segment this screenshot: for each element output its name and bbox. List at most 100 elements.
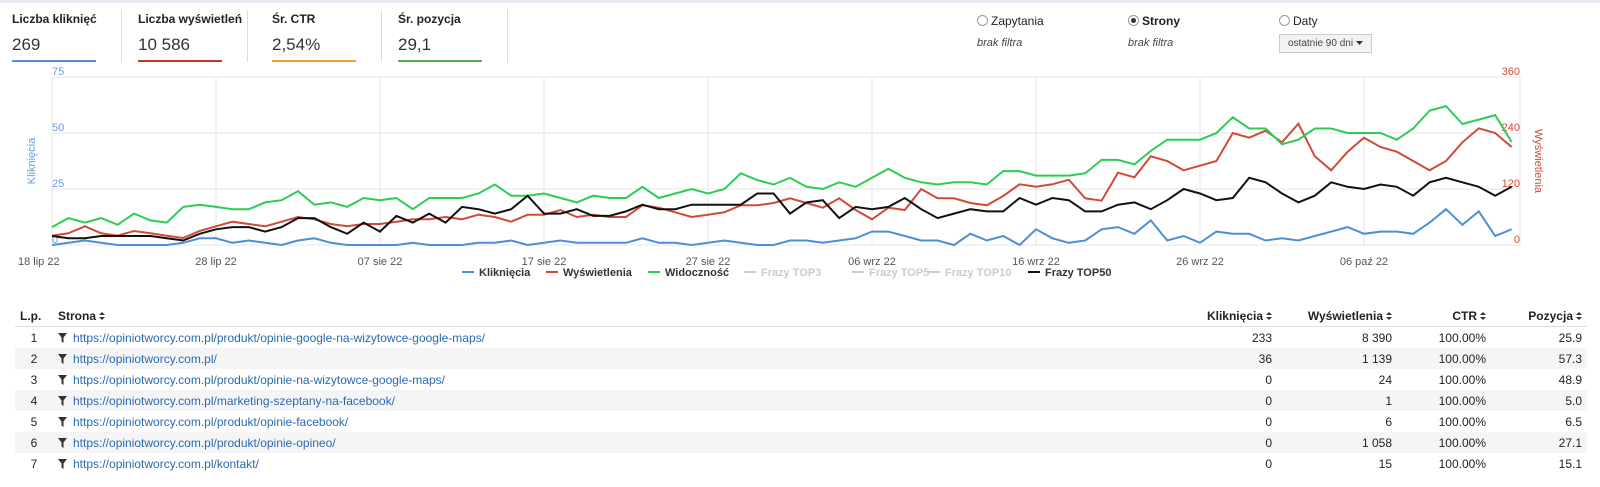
y2-tick-label: 360	[1502, 66, 1520, 78]
cell: 2	[15, 348, 53, 369]
y-tick-label: 0	[52, 234, 58, 246]
x-tick-label: 06 wrz 22	[848, 256, 896, 268]
cell-text: 233	[1251, 330, 1272, 345]
x-tick-label: 26 wrz 22	[1176, 256, 1224, 268]
cell-text: 1	[30, 330, 38, 345]
legend-label[interactable]: Frazy TOP50	[1045, 267, 1111, 279]
column-header[interactable]: Kliknięcia	[1187, 307, 1277, 327]
cell: 6	[1277, 411, 1397, 432]
cell-text: 100.00%	[1438, 330, 1486, 345]
cell-text: 3	[30, 372, 38, 387]
sort-icon	[1266, 312, 1272, 321]
page-link[interactable]: https://opiniotworcy.com.pl/marketing-sz…	[73, 393, 395, 408]
filter-icon[interactable]	[58, 332, 67, 343]
radio-label: Zapytania	[991, 14, 1044, 28]
cell-text: 1 058	[1361, 435, 1392, 450]
separator	[507, 10, 508, 62]
stat-value: 29,1	[398, 35, 432, 54]
page-link[interactable]: https://opiniotworcy.com.pl/produkt/opin…	[73, 414, 349, 429]
cell-text: 6.5	[1565, 414, 1582, 429]
y-axis-label: Kliknięcia	[26, 137, 38, 184]
page-link[interactable]: https://opiniotworcy.com.pl/kontakt/	[73, 456, 259, 471]
cell: 6.5	[1491, 411, 1587, 432]
date-dropdown[interactable]: ostatnie 90 dni	[1279, 34, 1372, 53]
sort-icon	[1480, 312, 1486, 321]
cell: 1	[15, 327, 53, 349]
filter-icon[interactable]	[58, 374, 67, 385]
radio-row[interactable]: Zapytania	[977, 14, 1044, 28]
cell: 100.00%	[1397, 411, 1491, 432]
stat-label: Śr. pozycja	[398, 12, 461, 26]
cell-text: 2	[30, 351, 38, 366]
stat: Śr. CTR 2,54%	[272, 12, 356, 62]
stat: Liczba wyświetleń 10 586	[138, 12, 242, 62]
x-tick-label: 16 wrz 22	[1012, 256, 1060, 268]
filter-sub-text: brak filtra	[1128, 37, 1174, 49]
legend-label[interactable]: Widoczność	[665, 267, 729, 279]
cell-text: 8 390	[1361, 330, 1392, 345]
radio-row[interactable]: Daty	[1279, 14, 1372, 28]
filter-sub-text: brak filtra	[977, 37, 1023, 49]
filter-icon[interactable]	[58, 416, 67, 427]
page-link[interactable]: https://opiniotworcy.com.pl/produkt/opin…	[73, 372, 445, 387]
radio[interactable]	[1128, 15, 1139, 26]
separator	[381, 10, 382, 62]
radio-row[interactable]: Strony	[1128, 14, 1180, 28]
legend-label[interactable]: Frazy TOP5	[869, 267, 929, 279]
legend-label[interactable]: Kliknięcia	[479, 267, 531, 279]
cell-text: 24	[1378, 372, 1392, 387]
header-text: Pozycja	[1528, 309, 1573, 323]
legend-label[interactable]: Frazy TOP3	[761, 267, 821, 279]
cell: 4	[15, 390, 53, 411]
cell-text: 0	[1265, 372, 1272, 387]
filter-icon[interactable]	[58, 458, 67, 469]
cell: 15	[1277, 453, 1397, 474]
page-link[interactable]: https://opiniotworcy.com.pl/produkt/opin…	[73, 435, 336, 450]
header-text: Kliknięcia	[1206, 309, 1263, 323]
column-header[interactable]: Wyświetlenia	[1277, 307, 1397, 327]
cell-text: 15.1	[1558, 456, 1582, 471]
radio[interactable]	[977, 15, 988, 26]
radio[interactable]	[1279, 15, 1290, 26]
column-header[interactable]: Pozycja	[1491, 307, 1587, 327]
column-header[interactable]: CTR	[1397, 307, 1491, 327]
cell: 0	[1187, 432, 1277, 453]
cell: 5.0	[1491, 390, 1587, 411]
cell-text: 15	[1378, 456, 1392, 471]
chart: 18 lip 22 28 lip 22 07 sie 22 17 sie 22 27 s…	[18, 66, 1544, 279]
legend-label[interactable]: Frazy TOP10	[945, 267, 1011, 279]
stat-label: Śr. CTR	[272, 12, 316, 26]
filter-sub: brak filtra	[977, 37, 1044, 49]
x-tick-label: 27 sie 22	[686, 256, 731, 268]
cell-text: 100.00%	[1438, 414, 1486, 429]
page-link[interactable]: https://opiniotworcy.com.pl/	[73, 351, 217, 366]
cell: 0	[1187, 453, 1277, 474]
header-text: L.p.	[20, 309, 42, 323]
x-tick-label: 28 lip 22	[195, 256, 237, 268]
cell: 100.00%	[1397, 453, 1491, 474]
filter: Daty ostatnie 90 dni	[1279, 14, 1372, 53]
cell-text: 25.9	[1558, 330, 1582, 345]
cell: https://opiniotworcy.com.pl/	[53, 348, 1187, 369]
cell: 36	[1187, 348, 1277, 369]
stat-value: 269	[12, 35, 41, 54]
cell-text: 6	[1385, 414, 1392, 429]
cell: https://opiniotworcy.com.pl/produkt/opin…	[53, 327, 1187, 349]
stat: Śr. pozycja 29,1	[398, 12, 482, 62]
column-header[interactable]: Strona	[53, 307, 1187, 327]
cell: 25.9	[1491, 327, 1587, 349]
x-tick-label: 17 sie 22	[522, 256, 567, 268]
stat-value: 2,54%	[272, 35, 321, 54]
cell: 0	[1187, 390, 1277, 411]
y-tick-label: 75	[52, 66, 64, 78]
filter-sub: brak filtra	[1128, 37, 1180, 49]
filter-icon[interactable]	[58, 437, 67, 448]
filter-icon[interactable]	[58, 395, 67, 406]
separator	[247, 10, 248, 62]
cell: https://opiniotworcy.com.pl/produkt/opin…	[53, 432, 1187, 453]
page-link[interactable]: https://opiniotworcy.com.pl/produkt/opin…	[73, 330, 485, 345]
legend-label[interactable]: Wyświetlenia	[563, 267, 633, 279]
y2-tick-label: 120	[1502, 178, 1520, 190]
filter-icon[interactable]	[58, 353, 67, 364]
